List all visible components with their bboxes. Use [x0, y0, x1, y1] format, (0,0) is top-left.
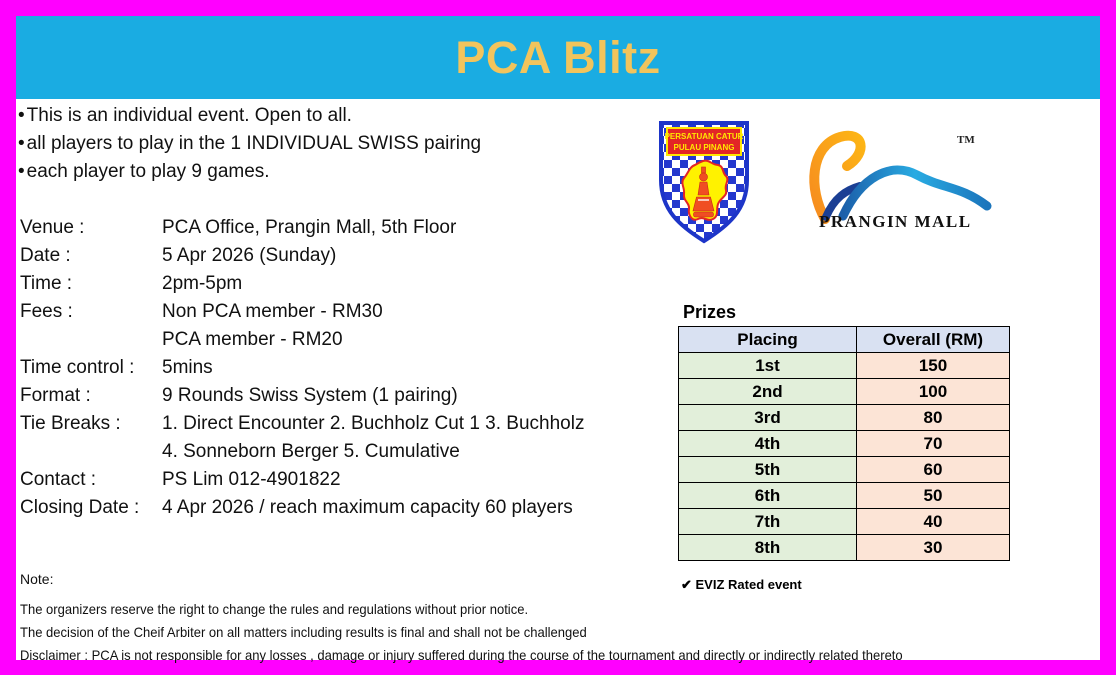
- prize-row: 8th 30: [678, 534, 1010, 561]
- placing-cell: 8th: [678, 534, 857, 561]
- detail-label: Fees :: [20, 301, 73, 322]
- prizes-body: 1st 150 2nd 100 3rd 80 4th 70 5th 60 6th 50 7th 40 8th…: [678, 352, 1010, 561]
- prize-row: 4th 70: [678, 430, 1010, 457]
- bullet-item: all players to play in the 1 INDIVIDUAL …: [18, 130, 481, 158]
- prizes-col-placing: Placing: [678, 326, 857, 353]
- detail-value: 2pm-5pm: [162, 273, 243, 294]
- chess-piece-icon: [692, 166, 715, 218]
- detail-row: Closing Date : 4 Apr 2026 / reach maximum…: [20, 494, 584, 522]
- detail-row: Contact : PS Lim 012-4901822: [20, 466, 584, 494]
- note-line: The decision of the Cheif Arbiter on all…: [20, 624, 587, 640]
- detail-label: [20, 326, 162, 354]
- detail-label: Format :: [20, 385, 91, 406]
- prangin-mall-wordmark: PRANGIN MALL: [819, 212, 972, 231]
- detail-value: 1. Direct Encounter 2. Buchholz Cut 1 3.…: [162, 413, 585, 434]
- detail-label: Venue :: [20, 217, 85, 238]
- prangin-wave: [838, 165, 992, 221]
- prizes-table: Placing Overall (RM) 1st 150 2nd 100 3rd 80 4t…: [678, 326, 1010, 561]
- note-line: The organizers reserve the right to chan…: [20, 601, 529, 617]
- prizes-heading: Prizes: [683, 302, 737, 322]
- note-lines: The organizers reserve the right to chan…: [20, 598, 903, 667]
- prize-row: 7th 40: [678, 508, 1010, 535]
- prize-cell: 60: [856, 456, 1010, 483]
- prize-row: 5th 60: [678, 456, 1010, 483]
- prize-cell: 30: [856, 534, 1010, 561]
- bullet-item: each player to play 9 games.: [18, 158, 481, 186]
- prize-row: 6th 50: [678, 482, 1010, 509]
- placing-cell: 1st: [678, 352, 857, 379]
- detail-value: PS Lim 012-4901822: [162, 469, 341, 490]
- detail-label: [20, 438, 162, 466]
- crest-banner: [666, 127, 742, 156]
- prize-cell: 100: [856, 378, 1010, 405]
- detail-row: Time : 2pm-5pm: [20, 270, 584, 298]
- detail-row: 4. Sonneborn Berger 5. Cumulative: [20, 438, 584, 466]
- detail-label: Date :: [20, 245, 71, 266]
- detail-row: Time control : 5mins: [20, 354, 584, 382]
- crest-banner-line2: PULAU PINANG: [674, 143, 735, 152]
- title-banner: PCA Blitz: [16, 16, 1100, 99]
- detail-value: 4. Sonneborn Berger 5. Cumulative: [162, 441, 460, 462]
- detail-label: Time control :: [20, 357, 135, 378]
- detail-label: Tie Breaks :: [20, 413, 121, 434]
- prize-cell: 40: [856, 508, 1010, 535]
- prize-cell: 70: [856, 430, 1010, 457]
- prangin-mall-logo: PRANGIN MALL TM: [809, 130, 992, 231]
- detail-value: PCA member - RM20: [162, 329, 343, 350]
- detail-row: Format : 9 Rounds Swiss System (1 pairing…: [20, 382, 584, 410]
- detail-row: Date : 5 Apr 2026 (Sunday): [20, 242, 584, 270]
- bullet-item: This is an individual event. Open to all…: [18, 102, 481, 130]
- page-title: PCA Blitz: [455, 31, 661, 83]
- detail-row: PCA member - RM20: [20, 326, 584, 354]
- prize-row: 2nd 100: [678, 378, 1010, 405]
- prizes-col-overall: Overall (RM): [856, 326, 1010, 353]
- pca-crest-logo: PERSATUAN CATUR PULAU PINANG: [659, 121, 749, 244]
- prize-row: 3rd 80: [678, 404, 1010, 431]
- prize-row: 1st 150: [678, 352, 1010, 379]
- detail-value: Non PCA member - RM30: [162, 301, 383, 322]
- eviz-rated-note: ✔ EVIZ Rated event: [681, 577, 802, 592]
- detail-value: 5mins: [162, 357, 213, 378]
- placing-cell: 6th: [678, 482, 857, 509]
- detail-row: Tie Breaks : 1. Direct Encounter 2. Buchh…: [20, 410, 584, 438]
- placing-cell: 4th: [678, 430, 857, 457]
- detail-row: Fees : Non PCA member - RM30: [20, 298, 584, 326]
- prangin-p-swoosh: [809, 130, 866, 224]
- prize-cell: 50: [856, 482, 1010, 509]
- detail-value: 5 Apr 2026 (Sunday): [162, 245, 337, 266]
- prize-cell: 80: [856, 404, 1010, 431]
- placing-cell: 5th: [678, 456, 857, 483]
- trademark-symbol: TM: [957, 134, 975, 146]
- prize-cell: 150: [856, 352, 1010, 379]
- detail-value: PCA Office, Prangin Mall, 5th Floor: [162, 217, 457, 238]
- placing-cell: 3rd: [678, 404, 857, 431]
- note-heading: Note:: [20, 571, 54, 587]
- prizes-header-row: Placing Overall (RM): [678, 326, 1010, 353]
- note-line: Disclaimer : PCA is not responsible for …: [20, 647, 903, 663]
- detail-value: 4 Apr 2026 / reach maximum capacity 60 p…: [162, 497, 573, 518]
- detail-value: 9 Rounds Swiss System (1 pairing): [162, 385, 458, 406]
- crest-banner-line1: PERSATUAN CATUR: [665, 132, 744, 141]
- event-details: Venue : PCA Office, Prangin Mall, 5th Flo…: [20, 214, 584, 522]
- detail-label: Contact :: [20, 469, 97, 490]
- placing-cell: 7th: [678, 508, 857, 535]
- detail-label: Closing Date :: [20, 497, 140, 518]
- detail-row: Venue : PCA Office, Prangin Mall, 5th Flo…: [20, 214, 584, 242]
- bullet-list: This is an individual event. Open to all…: [18, 102, 481, 186]
- placing-cell: 2nd: [678, 378, 857, 405]
- detail-label: Time :: [20, 273, 73, 294]
